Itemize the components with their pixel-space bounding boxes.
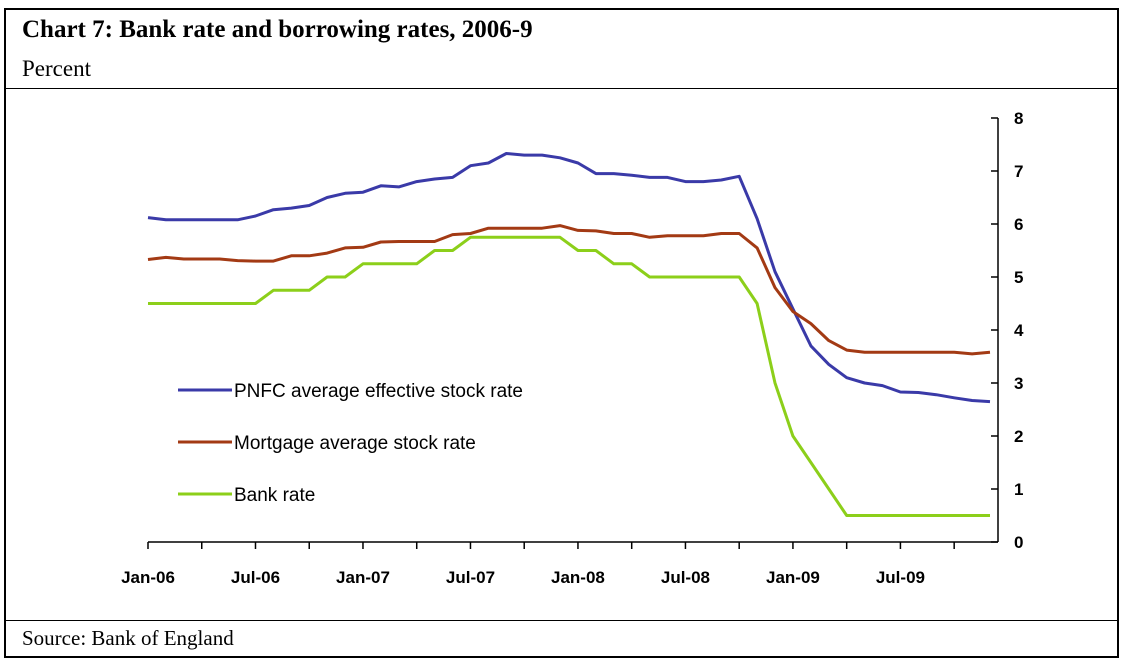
chart-subtitle: Percent — [22, 56, 91, 81]
x-tick-label: Jul-07 — [446, 568, 495, 587]
chart-series — [147, 152, 991, 517]
legend-label: Bank rate — [234, 485, 315, 506]
series-line-1 — [147, 152, 991, 404]
y-tick-label: 0 — [1014, 533, 1023, 552]
source-note: Source: Bank of England — [22, 626, 234, 650]
chart-legend: PNFC average effective stock rate Mortgag… — [178, 381, 523, 506]
x-tick-label: Jan-09 — [766, 568, 820, 587]
legend-label: PNFC average effective stock rate — [234, 381, 523, 402]
x-tick-label: Jan-07 — [336, 568, 390, 587]
footer-divider — [4, 620, 1119, 621]
x-tick-label: Jul-06 — [231, 568, 280, 587]
y-tick-label: 7 — [1014, 162, 1023, 181]
chart-frame — [4, 8, 1119, 658]
y-tick-label: 6 — [1014, 215, 1023, 234]
y-tick-label: 5 — [1014, 268, 1023, 287]
y-tick-label: 8 — [1014, 109, 1023, 128]
x-tick-label: Jul-09 — [876, 568, 925, 587]
y-tick-label: 1 — [1014, 480, 1023, 499]
y-tick-label: 3 — [1014, 374, 1023, 393]
y-tick-label: 4 — [1014, 321, 1024, 340]
x-tick-label: Jul-08 — [661, 568, 710, 587]
header-divider — [4, 88, 1119, 89]
chart-title: Chart 7: Bank rate and borrowing rates, … — [22, 16, 533, 43]
legend-label: Mortgage average stock rate — [234, 433, 476, 454]
x-tick-label: Jan-08 — [551, 568, 605, 587]
chart-axes: 0 1 2 3 4 5 6 7 8 Jan-06 Jul-06 Jan-07 Jul-07 Jan-08 J… — [121, 109, 1024, 587]
y-tick-label: 2 — [1014, 427, 1023, 446]
series-line-3 — [148, 235, 990, 517]
x-tick-label: Jan-06 — [121, 568, 175, 587]
series-line-2 — [147, 224, 991, 356]
